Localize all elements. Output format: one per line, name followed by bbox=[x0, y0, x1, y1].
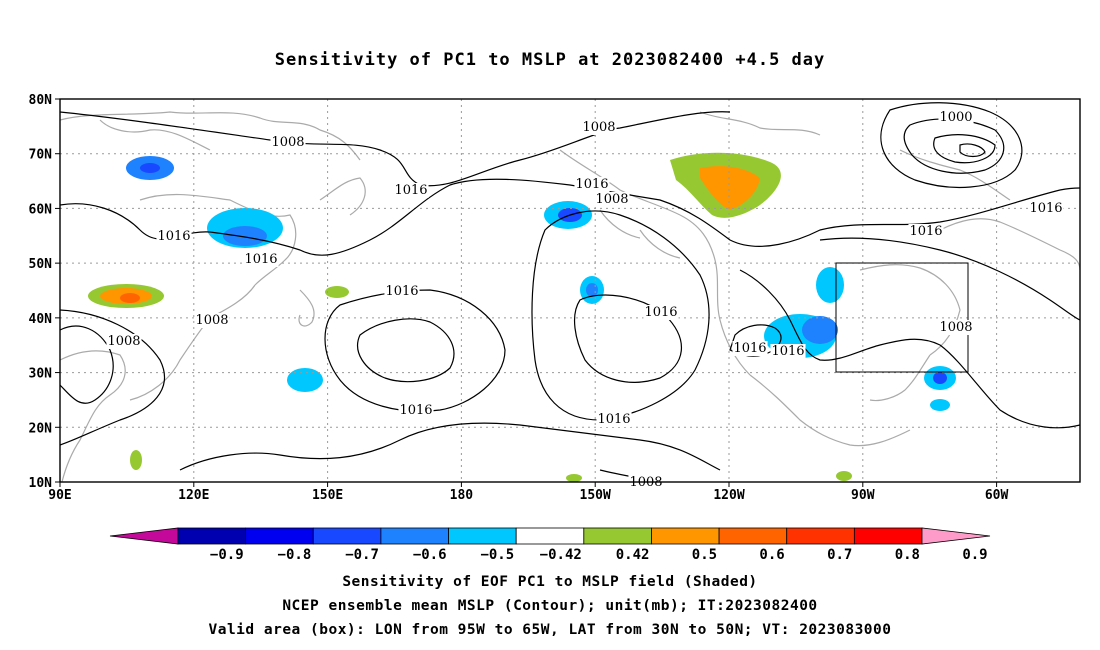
contour-label-bg bbox=[643, 305, 679, 320]
colorbar-swatch bbox=[312, 527, 382, 545]
colorbar-swatch bbox=[786, 527, 855, 545]
latitude-axis: 80N 70N 60N 50N 40N 30N 20N 10N bbox=[29, 93, 60, 491]
contour-label-bg bbox=[732, 341, 768, 356]
contour-label: 1016 bbox=[597, 412, 630, 427]
colorbar-label: −0.8 bbox=[278, 547, 312, 563]
contour-label: 1016 bbox=[244, 252, 277, 267]
chart-title: Sensitivity of PC1 to MSLP at 2023082400… bbox=[274, 50, 826, 70]
contour-label: 1008 bbox=[271, 135, 304, 150]
colorbar-label: 0.9 bbox=[962, 547, 987, 563]
contour-label-bg bbox=[398, 403, 434, 418]
colorbar-low-arrow bbox=[109, 527, 179, 545]
lon-tick-label: 60W bbox=[985, 488, 1009, 503]
valid-area-box bbox=[835, 262, 969, 373]
contour-label: 1000 bbox=[939, 110, 972, 125]
colorbar-label: 0.8 bbox=[895, 547, 920, 563]
colorbar-label: −0.5 bbox=[480, 547, 514, 563]
contour-label-bg bbox=[596, 412, 632, 427]
mslp-contours bbox=[60, 102, 1080, 482]
lon-tick-label: 180 bbox=[450, 488, 474, 503]
lon-tick-label: 90E bbox=[48, 488, 71, 503]
colorbar-swatch bbox=[380, 527, 449, 545]
contour-label-bg bbox=[393, 183, 429, 198]
contour-label: 1008 bbox=[939, 320, 972, 335]
colorbar-label: 0.6 bbox=[759, 547, 784, 563]
lat-tick-label: 80N bbox=[29, 93, 53, 108]
lat-tick-label: 40N bbox=[29, 312, 53, 327]
contour-label-bg bbox=[1028, 201, 1064, 216]
contour-label-bg bbox=[938, 320, 974, 335]
contour-label: 1016 bbox=[1029, 201, 1062, 216]
lat-tick-label: 60N bbox=[29, 202, 53, 217]
contour-label-bg bbox=[594, 192, 630, 207]
lat-tick-label: 70N bbox=[29, 148, 53, 163]
longitude-axis: 90E 120E 150E 180 150W 120W 90W 60W bbox=[48, 482, 1009, 503]
contour-label-bg bbox=[581, 120, 617, 135]
contour-label: 1016 bbox=[909, 224, 942, 239]
lon-tick-label: 150W bbox=[580, 488, 611, 503]
colorbar-swatch bbox=[718, 527, 788, 545]
colorbar-high-arrow bbox=[921, 527, 991, 545]
colorbar-swatch bbox=[177, 527, 247, 545]
contour-label: 1008 bbox=[595, 192, 628, 207]
coastlines bbox=[60, 111, 1080, 482]
colorbar-label: −0.7 bbox=[345, 547, 379, 563]
contour-label: 1016 bbox=[733, 341, 766, 356]
contour-label-bg bbox=[156, 229, 192, 244]
colorbar: −0.9 −0.8 −0.7 −0.6 −0.5 −0.42 0.42 0.5 0.6 0.7 0.… bbox=[109, 527, 991, 563]
colorbar-swatch bbox=[853, 527, 923, 545]
colorbar-label: 0.7 bbox=[827, 547, 852, 563]
colorbar-swatch bbox=[651, 527, 720, 545]
caption-line-1: Sensitivity of EOF PC1 to MSLP field (Sh… bbox=[342, 574, 758, 590]
contour-label: 1016 bbox=[644, 305, 677, 320]
caption-line-2: NCEP ensemble mean MSLP (Contour); unit(… bbox=[282, 598, 818, 614]
contour-label-bg bbox=[243, 252, 279, 267]
colorbar-label: −0.6 bbox=[413, 547, 447, 563]
contour-label: 1008 bbox=[195, 313, 228, 328]
colorbar-swatch bbox=[245, 527, 314, 545]
plot-frame bbox=[59, 98, 1081, 483]
contour-label-bg bbox=[270, 135, 306, 150]
lon-tick-label: 120E bbox=[178, 488, 209, 503]
lat-tick-label: 30N bbox=[29, 367, 53, 382]
contour-label: 1016 bbox=[771, 344, 804, 359]
contour-label-bg bbox=[194, 313, 230, 328]
contour-label: 1016 bbox=[385, 284, 418, 299]
lat-tick-label: 20N bbox=[29, 421, 53, 436]
contour-label-bg bbox=[908, 224, 944, 239]
colorbar-swatch bbox=[448, 527, 517, 545]
sensitivity-shading bbox=[88, 152, 956, 482]
contour-label-bg bbox=[938, 110, 974, 125]
lat-tick-label: 10N bbox=[29, 476, 53, 491]
contour-label: 1016 bbox=[575, 177, 608, 192]
contour-label: 1016 bbox=[394, 183, 427, 198]
contour-label-bg bbox=[574, 177, 610, 192]
contour-label: 1016 bbox=[399, 403, 432, 418]
graticule bbox=[60, 99, 1080, 482]
lon-tick-label: 120W bbox=[713, 488, 744, 503]
lat-tick-label: 50N bbox=[29, 257, 53, 272]
lon-tick-label: 150E bbox=[312, 488, 343, 503]
contour-label-bg bbox=[770, 344, 806, 359]
contour-label-bg bbox=[106, 334, 142, 349]
colorbar-label: 0.42 bbox=[616, 547, 650, 563]
colorbar-label: 0.5 bbox=[692, 547, 717, 563]
contour-label: 1008 bbox=[582, 120, 615, 135]
contour-label: 1016 bbox=[157, 229, 190, 244]
colorbar-swatch bbox=[583, 527, 652, 545]
contour-label: 1008 bbox=[107, 334, 140, 349]
colorbar-swatch bbox=[515, 527, 585, 545]
lon-tick-label: 90W bbox=[851, 488, 875, 503]
colorbar-label: −0.42 bbox=[540, 547, 582, 563]
caption-line-3: Valid area (box): LON from 95W to 65W, L… bbox=[208, 622, 892, 638]
contour-label-bg bbox=[384, 284, 420, 299]
colorbar-label: −0.9 bbox=[210, 547, 244, 563]
